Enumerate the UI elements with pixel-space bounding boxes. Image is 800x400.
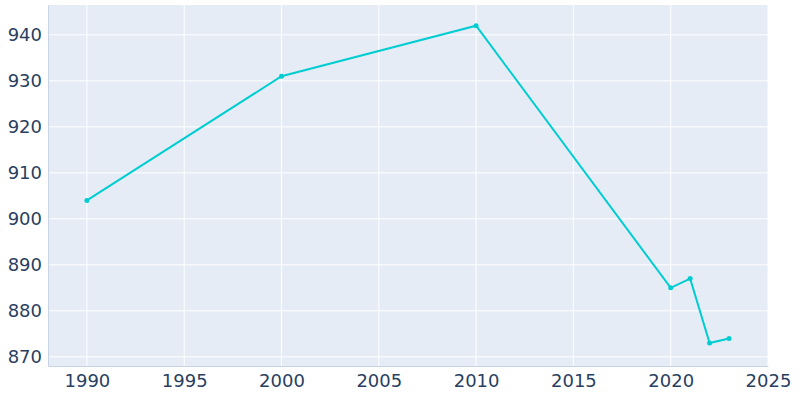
x-grid-line [184,5,185,366]
tick-label: 920 [8,116,42,137]
tick: 880 [8,300,48,321]
tick: 930 [8,70,48,91]
y-grid-line [48,126,768,127]
y-grid-line [48,356,768,357]
tick: 870 [8,346,48,367]
y-grid-line [48,34,768,35]
x-grid-line [670,5,671,366]
tick: 2005 [356,366,402,391]
tick: 2015 [551,366,597,391]
x-axis: 1990 1995 2000 2005 2010 2015 2020 2025 [49,366,792,391]
tick-label: 2000 [259,370,305,391]
y-grid-line [48,80,768,81]
tick-label: 910 [8,162,42,183]
tick-label: 2010 [454,370,500,391]
line [87,26,729,343]
plot: 1990 1995 2000 2005 2010 2015 2020 2025 870 880 89… [8,5,792,391]
tick-label: 2005 [356,370,402,391]
tick-label: 940 [8,24,42,45]
point [84,198,89,203]
tick: 1995 [162,366,208,391]
x-grid-line [768,5,769,366]
point [727,336,732,341]
x-grid-line [476,5,477,366]
grid [48,5,768,366]
tick-label: 870 [8,346,42,367]
tick-label: 1995 [162,370,208,391]
x-grid-line [573,5,574,366]
tick-label: 930 [8,70,42,91]
x-grid-line [86,5,87,366]
point [474,23,479,28]
point [279,74,284,79]
axis-line [48,6,49,367]
tick-label: 1990 [65,370,111,391]
tick: 940 [8,24,48,45]
tick: 2000 [259,366,305,391]
y-axis: 870 880 890 900 910 920 930 940 [8,6,49,368]
tick: 2025 [746,366,792,391]
point [668,285,673,290]
tick: 900 [8,208,48,229]
point [688,276,693,281]
series [84,23,731,345]
plot-background [48,5,768,366]
tick-label: 900 [8,208,42,229]
y-grid-line [48,172,768,173]
tick-label: 890 [8,254,42,275]
chart: 1990 1995 2000 2005 2010 2015 2020 2025 870 880 89… [0,0,800,400]
axis-line [49,366,769,367]
y-grid-line [48,264,768,265]
y-grid-line [48,218,768,219]
point [707,341,712,346]
tick: 890 [8,254,48,275]
tick-label: 2015 [551,370,597,391]
tick: 1990 [65,366,111,391]
tick-label: 880 [8,300,42,321]
tick: 920 [8,116,48,137]
tick-label: 2020 [648,370,694,391]
tick: 2020 [648,366,694,391]
tick: 910 [8,162,48,183]
x-grid-line [378,5,379,366]
tick: 2010 [454,366,500,391]
y-grid-line [48,310,768,311]
x-grid-line [281,5,282,366]
tick-label: 2025 [746,370,792,391]
